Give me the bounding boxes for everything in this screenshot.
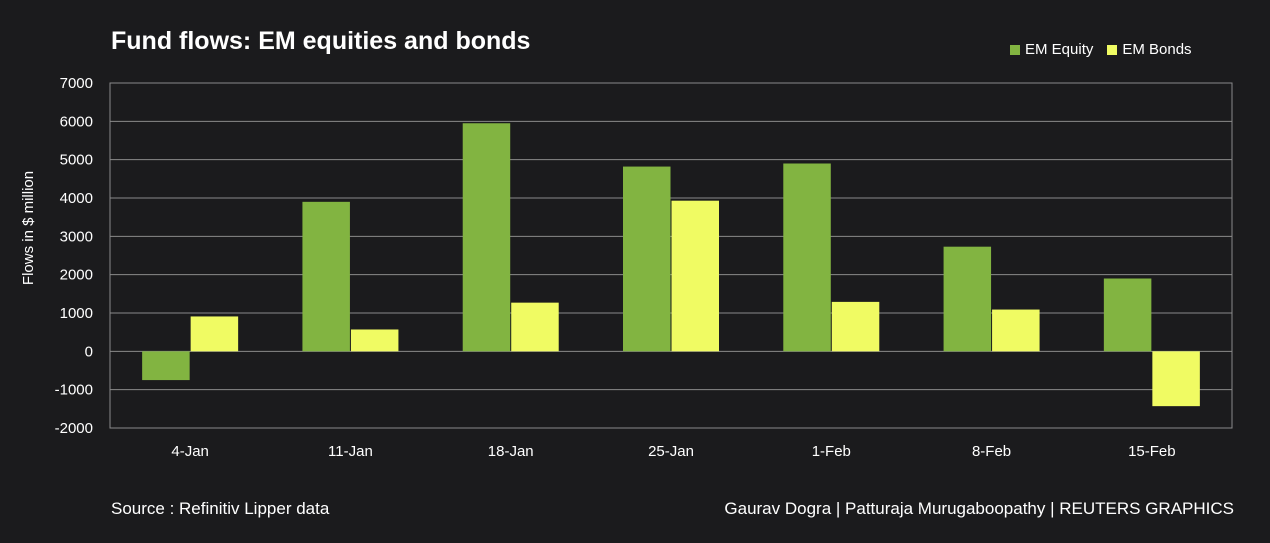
x-tick-label: 8-Feb [972,443,1011,460]
bar-em-equity [783,163,831,352]
y-tick-label: -1000 [55,382,93,399]
bar-em-equity [1103,278,1152,352]
bar-em-bonds [671,200,719,352]
y-tick-label: 2000 [60,267,93,284]
x-tick-label: 18-Jan [488,443,534,460]
legend-label-bonds: EM Bonds [1122,41,1192,58]
legend-item-bonds: EM Bonds [1107,41,1192,58]
y-tick-label: 1000 [60,305,93,322]
credit-note: Gaurav Dogra | Patturaja Murugaboopathy … [724,499,1234,518]
bar-em-equity [302,201,350,352]
bar-em-bonds [350,329,399,352]
bar-em-bonds [511,302,559,352]
y-tick-label: 0 [85,343,93,360]
plot-border [109,82,1233,429]
y-tick-label: 6000 [60,113,93,130]
source-note: Source : Refinitiv Lipper data [111,499,330,518]
y-tick-label: 5000 [60,152,93,169]
x-tick-label: 11-Jan [328,443,373,460]
bar-em-equity [462,123,511,352]
bar-em-equity [623,166,671,352]
x-tick-label: 1-Feb [812,443,851,460]
x-tick-label: 15-Feb [1128,443,1176,460]
bar-em-equity [142,351,190,381]
y-tick-label: 7000 [60,75,93,92]
x-tick-label: 25-Jan [648,443,694,460]
bar-em-bonds [190,316,239,352]
y-tick-label: -2000 [55,420,93,437]
bar-em-bonds [831,301,880,352]
legend-label-equity: EM Equity [1025,41,1094,58]
legend-swatch-bonds [1107,44,1118,55]
legend-swatch-equity [1010,44,1020,55]
chart-title: Fund flows: EM equities and bonds [111,27,531,55]
x-tick-label: 4-Jan [171,443,209,460]
y-tick-label: 3000 [60,228,93,245]
y-axis-label: Flows in $ million [20,171,37,285]
legend-item-equity: EM Equity [1010,41,1093,58]
bar-em-bonds [1152,351,1200,407]
y-tick-label: 4000 [60,190,93,207]
bar-em-bonds [992,309,1040,352]
bar-em-equity [943,246,992,352]
legend: EM Equity EM Bonds [1010,41,1206,58]
